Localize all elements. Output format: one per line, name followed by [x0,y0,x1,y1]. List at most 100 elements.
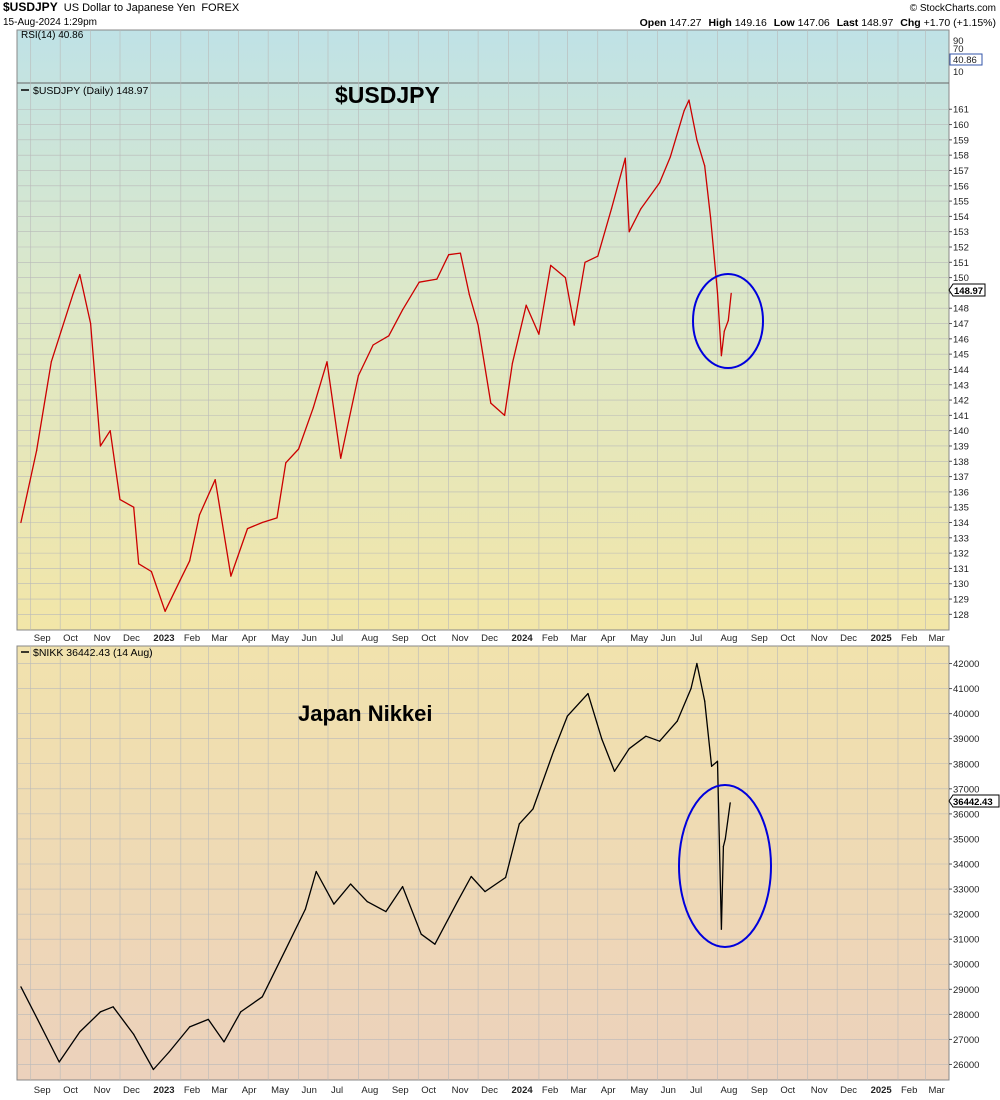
chg-value: +1.70 (+1.15%) [924,17,996,29]
nikkei-x-tick-label: Feb [542,1085,558,1096]
usdjpy-y-tick-label: 160 [953,120,969,131]
usdjpy-data-point [297,448,300,450]
nikkei-y-tick-label: 40000 [953,709,979,720]
nikkei-data-point [366,900,368,903]
copyright: © StockCharts.com [910,3,996,14]
nikkei-points [20,662,731,1071]
nikkei-data-point [716,760,719,762]
nikkei-y-tick-label: 32000 [953,910,979,921]
usdjpy-data-point [696,139,698,141]
usdjpy-data-point [285,462,287,464]
nikkei-x-tick-label: Apr [242,1085,257,1096]
quote-bar: Open 147.27 High 149.16 Low 147.06 Last … [640,17,996,29]
usdjpy-data-point [683,110,685,112]
usdjpy-x-tick-label: Oct [63,633,78,644]
usdjpy-y-tick-label: 137 [953,472,969,483]
nikkei-annotation: Japan Nikkei [298,701,433,726]
usdjpy-data-point [119,498,121,501]
usdjpy-x-tick-label: Sep [751,633,768,644]
usdjpy-x-tick-label: Jun [302,633,317,644]
nikkei-x-tick-label: May [630,1085,648,1096]
usdjpy-points [20,99,732,612]
nikkei-y-tick-label: 41000 [953,684,979,695]
nikkei-data-point [628,748,630,750]
nikkei-x-tick-label: Nov [811,1085,828,1096]
nikkei-last-tag: 36442.43 [948,794,1000,808]
nikkei-y-tick-label: 35000 [953,834,979,845]
usdjpy-data-point [198,514,201,516]
nikkei-x-tick-label: 2024 [512,1085,534,1096]
usdjpy-data-point [720,355,722,357]
nikkei-data-point [333,903,335,905]
nikkei-x-tick-label: Feb [901,1085,917,1096]
low-label: Low [774,17,796,29]
nikkei-data-point [729,802,731,804]
usdjpy-data-point [164,610,166,612]
svg-text:$USDJPY US Dollar to Jap: $USDJPY US Dollar to Japanese Yen FOREX [3,0,240,14]
usdjpy-data-point [246,528,249,530]
usdjpy-y-tick-label: 158 [953,151,969,162]
usdjpy-highlight-circle [692,273,764,369]
last-label: Last [837,17,859,29]
usdjpy-data-point [179,580,181,582]
nikkei-y-tick-label: 33000 [953,885,979,896]
usdjpy-y-tick-label: 129 [953,595,969,606]
usdjpy-y-tick-label: 128 [953,610,969,621]
usdjpy-data-point [511,362,514,364]
usdjpy-x-axis: Sep Oct Nov Dec 2023 Feb Mar Apr May Jun Jul Aug Sep… [34,633,945,644]
nikkei-data-point [553,750,555,752]
nikkei-x-tick-label: Dec [840,1085,857,1096]
usdjpy-data-point [727,319,729,322]
usdjpy-y-tick-label: 131 [953,564,969,575]
rsi-legend: RSI(14) 40.86 [21,30,84,41]
usdjpy-x-tick-label: Jul [331,633,343,644]
nikkei-data-point [658,740,661,742]
nikkei-data-point [112,1006,114,1008]
usdjpy-x-tick-label: Nov [452,633,469,644]
nikkei-x-tick-label: Nov [94,1085,111,1096]
nikkei-x-tick-label: Feb [184,1085,200,1096]
nikkei-data-point [133,1033,135,1036]
nikkei-x-tick-label: Apr [601,1085,616,1096]
usdjpy-x-tick-label: Dec [123,633,140,644]
usdjpy-data-point [564,277,567,279]
usdjpy-y-tick-label: 132 [953,549,969,560]
usdjpy-y-tick-label: 155 [953,197,969,208]
chg-label: Chg [900,17,920,29]
rsi-tick-70: 70 [953,44,964,55]
usdjpy-data-point [624,157,626,159]
usdjpy-data-point [704,165,706,167]
usdjpy-x-tick-label: Sep [392,633,409,644]
nikkei-y-axis: 26000 27000 28000 29000 30000 31000 32000 33000… [949,659,979,1071]
nikkei-data-point [704,700,706,702]
usdjpy-last-value: 148.97 [954,286,983,297]
nikkei-x-tick-label: Sep [392,1085,409,1096]
nikkei-data-point [676,720,678,722]
rsi-value-tag [949,53,983,66]
usdjpy-y-tick-label: 140 [953,426,969,437]
usdjpy-data-point [20,521,22,524]
nikkei-y-tick-label: 30000 [953,960,979,971]
usdjpy-y-tick-label: 150 [953,273,969,284]
usdjpy-data-point [525,304,527,306]
nikkei-data-point [207,1018,209,1020]
usdjpy-data-point [610,208,613,210]
nikkei-data-point [79,1031,81,1033]
usdjpy-y-tick-label: 153 [953,227,969,238]
nikkei-x-tick-label: Oct [63,1085,78,1096]
rsi-value: 40.86 [953,55,977,66]
nikkei-data-point [518,823,520,825]
usdjpy-data-point [477,324,479,326]
usdjpy-x-tick-label: Mar [211,633,227,644]
usdjpy-y-tick-label: 152 [953,243,969,254]
usdjpy-data-point [459,252,462,254]
nikkei-data-point [601,738,603,740]
usdjpy-data-point [79,273,81,276]
usdjpy-last-tag: 148.97 [948,283,986,297]
nikkei-x-tick-label: Dec [481,1085,498,1096]
usdjpy-data-point [468,293,470,296]
nikkei-x-tick-label: Mar [211,1085,227,1096]
exchange: FOREX [201,2,240,14]
usdjpy-x-tick-label: May [271,633,289,644]
